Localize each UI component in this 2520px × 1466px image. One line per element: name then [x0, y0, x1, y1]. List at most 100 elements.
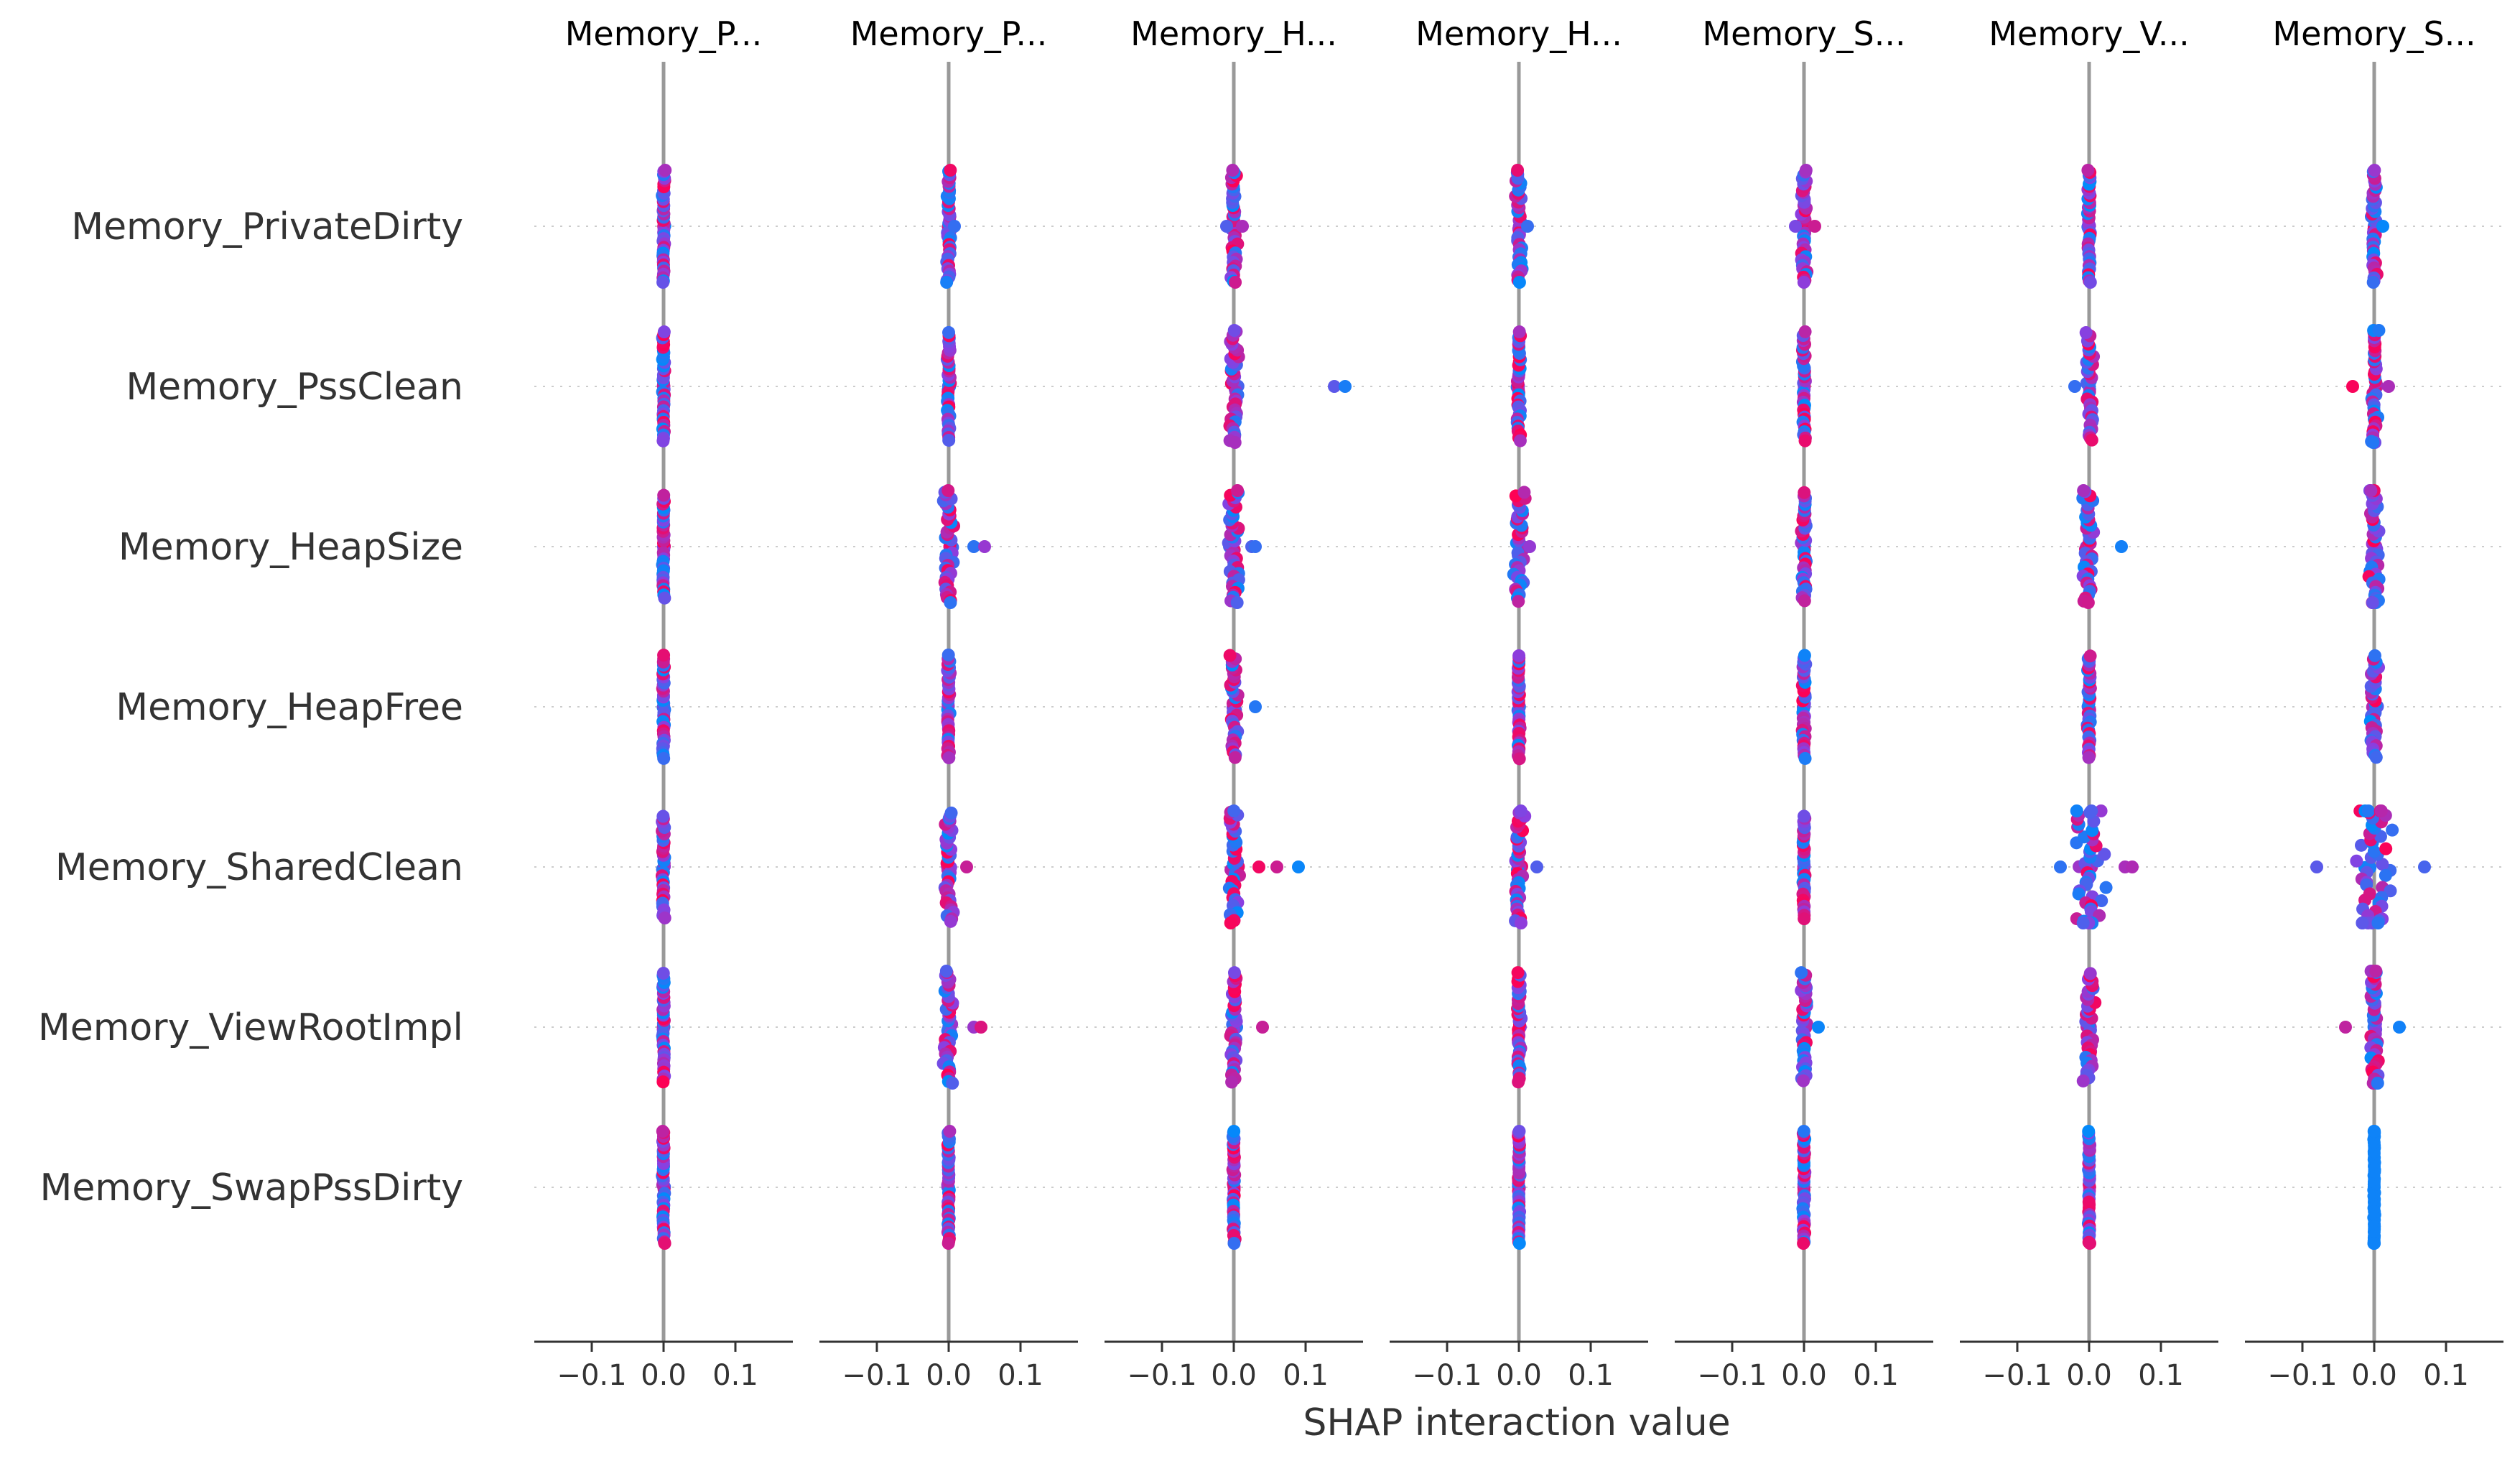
shap-point	[1798, 649, 1811, 662]
shap-point	[2371, 917, 2385, 929]
shap-point	[1249, 700, 1262, 713]
x-tick-label: −0.1	[2267, 1359, 2337, 1392]
shap-point	[1797, 276, 1810, 289]
shap-point	[2054, 860, 2067, 873]
x-tick-label: 0.1	[1568, 1359, 1614, 1392]
x-tick-label: 0.1	[2138, 1359, 2184, 1392]
shap-point	[656, 434, 670, 447]
shap-point	[2376, 220, 2389, 233]
column-title: Memory_P...	[565, 14, 763, 53]
row-label: Memory_HeapFree	[116, 686, 463, 729]
shap-point	[656, 809, 670, 823]
shap-point	[1512, 276, 1526, 289]
shap-point	[1798, 809, 1811, 823]
shap-point	[1798, 912, 1811, 926]
x-tick-label: 0.1	[1853, 1359, 1899, 1392]
shap-point	[1798, 594, 1811, 608]
shap-point	[1249, 540, 1262, 553]
shap-point	[944, 164, 957, 177]
shap-point	[2072, 887, 2086, 901]
row-label: Memory_SharedClean	[55, 846, 463, 889]
column-title: Memory_H...	[1415, 14, 1622, 53]
shap-point	[2081, 164, 2095, 177]
shap-point	[2418, 860, 2431, 873]
shap-point	[1512, 1125, 1526, 1138]
shap-point	[2094, 804, 2108, 817]
shap-point	[1228, 751, 1242, 764]
shap-point	[2354, 838, 2368, 852]
shap-point	[2339, 1021, 2352, 1034]
grid-layer	[534, 226, 2506, 1188]
row-label: Memory_SwapPssDirty	[39, 1166, 463, 1210]
shap-point	[943, 1125, 957, 1138]
x-tick-label: 0.0	[1496, 1359, 1542, 1392]
x-axis-label: SHAP interaction value	[1303, 1401, 1730, 1444]
shap-point	[1292, 860, 1305, 873]
shap-point	[2126, 860, 2139, 873]
x-tick-label: 0.0	[2351, 1359, 2397, 1392]
shap-point	[1517, 486, 1531, 499]
shap-point	[657, 649, 671, 662]
shap-point	[1230, 596, 1244, 609]
shap-point	[2376, 858, 2389, 871]
shap-point	[942, 325, 956, 339]
shap-point	[1789, 220, 1802, 233]
shap-point	[656, 966, 670, 980]
shap-point	[2386, 823, 2399, 837]
x-tick-label: 0.1	[998, 1359, 1043, 1392]
shap-point	[2083, 276, 2097, 289]
shap-point	[2077, 484, 2091, 497]
shap-point	[2083, 967, 2097, 980]
shap-point	[2367, 1125, 2381, 1138]
shap-point	[1530, 860, 1543, 873]
labels-layer: Memory_PrivateDirty Memory_PssClean Memory…	[38, 14, 2476, 1392]
shap-point	[2361, 804, 2375, 817]
shap-point	[2371, 1077, 2384, 1090]
shap-point	[1512, 595, 1525, 608]
shap-point	[1270, 860, 1283, 873]
shap-point	[1220, 220, 1233, 233]
shap-point	[2076, 917, 2090, 929]
x-tick-label: 0.0	[641, 1359, 687, 1392]
shap-point	[1521, 220, 1534, 233]
shap-point	[2366, 276, 2380, 289]
shap-point	[2082, 751, 2096, 764]
column-title: Memory_H...	[1130, 14, 1337, 53]
row-label: Memory_PrivateDirty	[71, 205, 463, 249]
shap-point	[1512, 1237, 1526, 1250]
shap-point	[1812, 1021, 1825, 1034]
shap-point	[1808, 220, 1821, 233]
shap-point	[939, 965, 953, 978]
shap-point	[944, 914, 957, 928]
shap-point	[1512, 1075, 1525, 1089]
shap-point	[1798, 325, 1812, 338]
row-label: Memory_ViewRootImpl	[38, 1006, 463, 1049]
shap-point	[1799, 164, 1813, 177]
x-tick-label: 0.1	[2423, 1359, 2469, 1392]
shap-point	[656, 1125, 669, 1138]
shap-point	[2384, 884, 2397, 898]
x-tick-label: −0.1	[1982, 1359, 2052, 1392]
shap-point	[1514, 804, 1528, 817]
shap-point	[2079, 326, 2093, 340]
shap-point	[2115, 540, 2128, 553]
x-tick-label: 0.1	[712, 1359, 758, 1392]
shap-point	[978, 540, 991, 553]
shap-point	[1514, 917, 1528, 929]
shap-point	[2367, 1237, 2381, 1250]
shap-point	[1798, 486, 1811, 499]
shap-point	[1339, 380, 1352, 393]
shap-point	[2095, 894, 2108, 908]
row-label: Memory_PssClean	[126, 366, 463, 409]
shap-point	[941, 484, 955, 497]
shap-point	[1223, 649, 1237, 662]
shap-point	[1512, 752, 1526, 766]
shap-point	[1227, 1237, 1241, 1250]
shap-point	[2310, 860, 2323, 873]
shap-point	[1797, 1074, 1810, 1087]
shap-point	[1523, 540, 1536, 553]
shap-point	[2076, 1074, 2090, 1087]
shap-point	[941, 648, 955, 662]
shap-point	[948, 220, 961, 233]
